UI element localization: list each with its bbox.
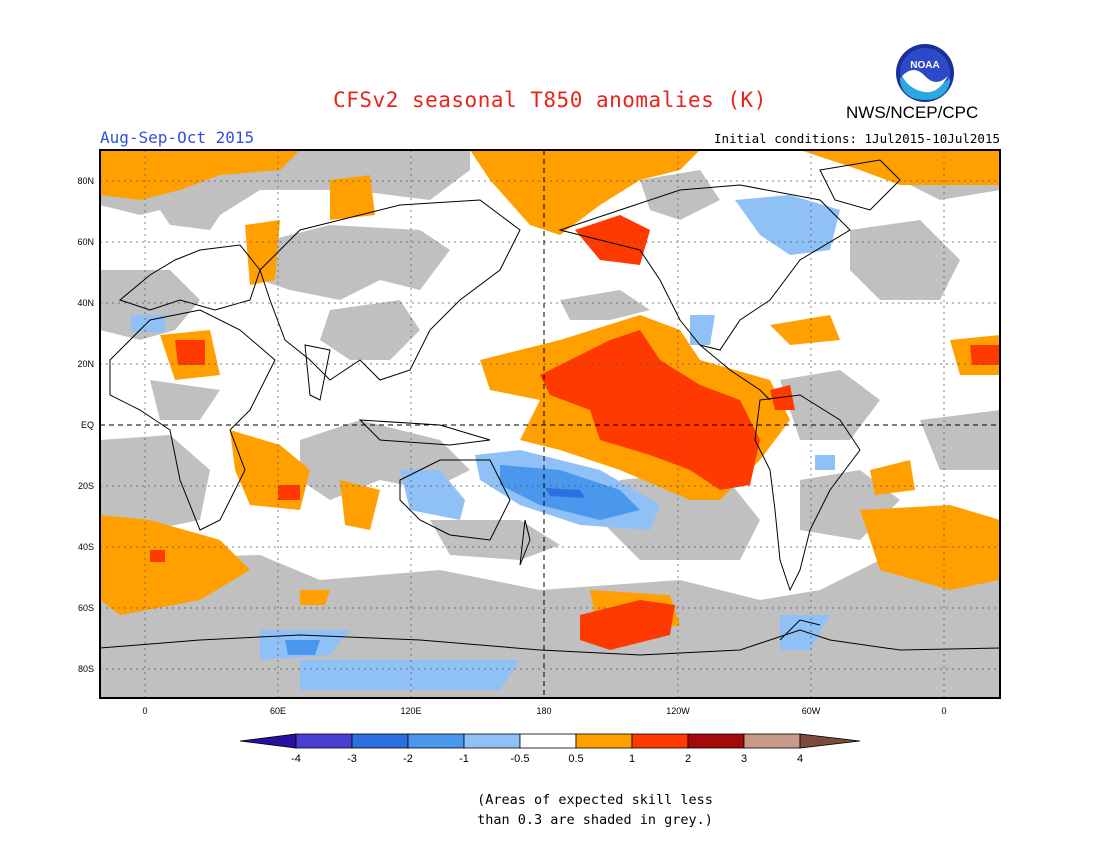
colorbar-swatch bbox=[575, 733, 633, 749]
lat-label: 60S bbox=[78, 603, 94, 613]
colorbar-label: -0.5 bbox=[511, 753, 530, 765]
colorbar-swatch bbox=[407, 733, 465, 749]
lon-label: 120E bbox=[400, 706, 421, 716]
lon-label: 60E bbox=[270, 706, 286, 716]
map-field bbox=[100, 150, 1000, 698]
graticule bbox=[100, 150, 1000, 698]
colorbar-swatch bbox=[463, 733, 521, 749]
lat-label: 60N bbox=[77, 237, 94, 247]
agency-label: NWS/NCEP/CPC bbox=[846, 103, 979, 122]
lon-label: 120W bbox=[666, 706, 690, 716]
reference-lines bbox=[100, 150, 1000, 698]
lat-label: 80N bbox=[77, 176, 94, 186]
lat-label: 80S bbox=[78, 664, 94, 674]
colorbar-label: -2 bbox=[403, 753, 413, 765]
colorbar-label: 2 bbox=[685, 753, 691, 765]
colorbar-label: 4 bbox=[797, 753, 803, 765]
colorbar-label: -3 bbox=[347, 753, 357, 765]
logo-text: NOAA bbox=[910, 60, 939, 71]
colorbar: -4 -3 -2 -1 -0.5 0.5 1 2 3 4 bbox=[239, 733, 861, 765]
lat-label: 40S bbox=[78, 542, 94, 552]
lon-label: 60W bbox=[802, 706, 821, 716]
skill-note-line1: (Areas of expected skill less bbox=[477, 792, 713, 808]
colorbar-label: 3 bbox=[741, 753, 747, 765]
colorbar-label: -1 bbox=[459, 753, 469, 765]
colorbar-swatch bbox=[743, 733, 801, 749]
noaa-logo: NOAA bbox=[896, 44, 954, 102]
chart-title: CFSv2 seasonal T850 anomalies (K) bbox=[333, 88, 767, 112]
coastlines bbox=[100, 159, 1000, 656]
latitude-labels: 80N 60N 40N 20N EQ 20S 40S 60S 80S bbox=[77, 176, 94, 674]
map-frame bbox=[99, 149, 1001, 699]
skill-note-line2: than 0.3 are shaded in grey.) bbox=[477, 812, 713, 828]
colorbar-swatch bbox=[631, 733, 689, 749]
lon-label: 0 bbox=[142, 706, 147, 716]
lat-label: 20N bbox=[77, 359, 94, 369]
colorbar-label: 1 bbox=[629, 753, 635, 765]
initial-conditions-label: Initial conditions: 1Jul2015-10Jul2015 bbox=[714, 131, 1000, 146]
negative-anomaly-strong bbox=[545, 488, 585, 498]
season-label: Aug-Sep-Oct 2015 bbox=[100, 128, 255, 147]
lat-label: EQ bbox=[81, 420, 94, 430]
colorbar-swatch bbox=[687, 733, 745, 749]
colorbar-swatch bbox=[351, 733, 409, 749]
positive-anomaly-strong bbox=[150, 215, 1000, 650]
colorbar-label: -4 bbox=[291, 753, 301, 765]
colorbar-swatch bbox=[519, 733, 577, 749]
colorbar-arrow-low bbox=[239, 733, 297, 749]
longitude-labels: 0 60E 120E 180 120W 60W 0 bbox=[142, 706, 946, 716]
colorbar-label: 0.5 bbox=[568, 753, 583, 765]
lon-label: 180 bbox=[536, 706, 551, 716]
lat-label: 40N bbox=[77, 298, 94, 308]
colorbar-swatch bbox=[295, 733, 353, 749]
lon-label: 0 bbox=[941, 706, 946, 716]
colorbar-arrow-high bbox=[799, 733, 861, 749]
lat-label: 20S bbox=[78, 481, 94, 491]
